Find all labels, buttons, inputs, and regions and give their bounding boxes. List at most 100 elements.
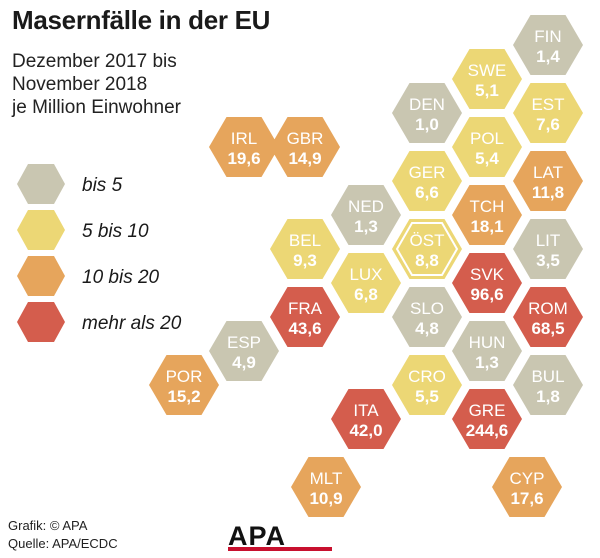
subtitle-line-1: Dezember 2017 bis (12, 51, 177, 72)
country-code: POL (470, 129, 504, 148)
chart-title: Masernfälle in der EU (12, 5, 271, 35)
legend-item-10bis20: 10 bis 20 (16, 254, 236, 304)
country-code: CRO (408, 367, 446, 386)
country-code: POR (166, 367, 203, 386)
subtitle-line-3: je Million Einwohner (12, 97, 181, 118)
apa-logo-text: APA (228, 521, 287, 551)
legend-label: 5 bis 10 (82, 221, 149, 242)
country-code: CYP (510, 469, 545, 488)
country-code: FIN (534, 27, 561, 46)
country-code: MLT (310, 469, 343, 488)
hex-shape (452, 389, 522, 449)
hex-shape (392, 287, 462, 347)
country-value: 7,6 (536, 115, 560, 134)
hex-shape (209, 321, 279, 381)
country-value: 6,8 (354, 285, 378, 304)
legend-hex-mehr20 (17, 302, 65, 342)
hex-shape (270, 117, 340, 177)
hex-shape (513, 355, 583, 415)
country-value: 6,6 (415, 183, 439, 202)
legend-item-5bis10: 5 bis 10 (16, 208, 236, 258)
hex-shape (513, 219, 583, 279)
country-code: LUX (349, 265, 382, 284)
legend-item-bis5: bis 5 (16, 162, 236, 212)
country-code: TCH (470, 197, 505, 216)
country-code: ROM (528, 299, 568, 318)
country-code: SWE (468, 61, 507, 80)
hex-shape (270, 287, 340, 347)
hex-shape (513, 287, 583, 347)
hex-shape (492, 457, 562, 517)
country-code: ESP (227, 333, 261, 352)
country-value: 5,5 (415, 387, 439, 406)
apa-logo-bar (228, 547, 332, 551)
hex-shape (392, 151, 462, 211)
hex-shape (513, 15, 583, 75)
country-code: ITA (353, 401, 379, 420)
country-code: IRL (231, 129, 257, 148)
country-value: 4,9 (232, 353, 256, 372)
legend-swatch-hex-icon (17, 164, 65, 204)
country-value: 3,5 (536, 251, 560, 270)
legend-hex-10bis20 (17, 256, 65, 296)
hex-shape (513, 83, 583, 143)
legend-swatch-hex-icon (17, 210, 65, 250)
apa-logo: APA (228, 521, 332, 551)
country-value: 9,3 (293, 251, 317, 270)
country-code: SLO (410, 299, 444, 318)
hex-shape (270, 219, 340, 279)
country-value: 1,4 (536, 47, 560, 66)
country-value: 68,5 (531, 319, 564, 338)
country-value: 96,6 (470, 285, 503, 304)
country-value: 14,9 (288, 149, 321, 168)
hex-shape (452, 321, 522, 381)
legend-label: 10 bis 20 (82, 267, 160, 288)
hex-shape (149, 355, 219, 415)
country-value: 43,6 (288, 319, 321, 338)
country-code: LAT (533, 163, 563, 182)
country-value: 1,3 (354, 217, 378, 236)
country-value: 18,1 (470, 217, 503, 236)
country-code: GBR (287, 129, 324, 148)
country-code: NED (348, 197, 384, 216)
hex-shape (392, 83, 462, 143)
country-value: 1,0 (415, 115, 439, 134)
country-code: HUN (469, 333, 506, 352)
country-code: LIT (536, 231, 561, 250)
country-code: EST (531, 95, 564, 114)
credit-grafik: Grafik: © APA (8, 518, 88, 533)
country-code: BUL (531, 367, 564, 386)
highlight-outline (395, 222, 459, 276)
country-value: 17,6 (510, 489, 543, 508)
hex-shape (392, 219, 462, 279)
country-value: 244,6 (466, 421, 509, 440)
legend-label: bis 5 (82, 175, 123, 196)
country-code: BEL (289, 231, 321, 250)
legend-swatch-hex-icon (17, 256, 65, 296)
credit-quelle: Quelle: APA/ECDC (8, 536, 118, 551)
legend-hex-5bis10 (17, 210, 65, 250)
country-code: DEN (409, 95, 445, 114)
country-code: SVK (470, 265, 505, 284)
hex-shape (392, 355, 462, 415)
country-code: GER (409, 163, 446, 182)
country-value: 15,2 (167, 387, 200, 406)
